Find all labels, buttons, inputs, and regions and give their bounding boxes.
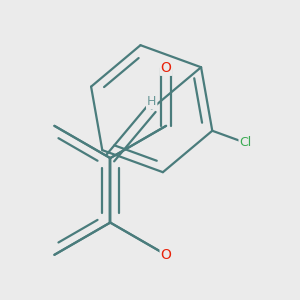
Text: O: O	[160, 248, 172, 262]
Text: O: O	[160, 61, 172, 75]
Text: Cl: Cl	[239, 136, 252, 149]
Text: H: H	[147, 95, 156, 108]
